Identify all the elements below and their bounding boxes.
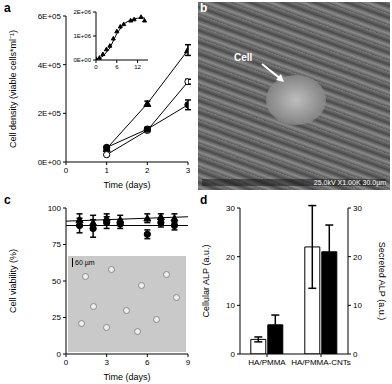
svg-text:6: 6 (145, 358, 150, 367)
svg-text:HA/PMMA: HA/PMMA (248, 358, 286, 367)
svg-text:1E+06: 1E+06 (73, 33, 91, 39)
svg-text:25: 25 (52, 313, 61, 322)
svg-text:2E+05: 2E+05 (38, 109, 62, 118)
html-text:c: c (4, 193, 11, 207)
svg-text:2E+06: 2E+06 (73, 9, 91, 15)
svg-text:30: 30 (353, 204, 362, 213)
html-text:Cell viability (%): Cell viability (%) (7, 249, 18, 313)
svg-text:3: 3 (186, 166, 191, 175)
svg-text:0: 0 (64, 166, 69, 175)
svg-text:2: 2 (145, 166, 150, 175)
svg-text:3: 3 (104, 358, 109, 367)
svg-text:1: 1 (104, 166, 109, 175)
html-text:b: b (200, 1, 208, 15)
svg-text:20: 20 (353, 253, 362, 262)
svg-text:100: 100 (48, 204, 62, 213)
svg-text:6: 6 (115, 64, 119, 70)
svg-text:9: 9 (186, 358, 191, 367)
svg-text:0: 0 (94, 64, 98, 70)
html-text:Cell density (viable cells*ml⁻: Cell density (viable cells*ml⁻¹) (7, 30, 18, 148)
svg-text:0: 0 (64, 358, 69, 367)
svg-text:0: 0 (353, 350, 358, 359)
svg-text:0: 0 (57, 350, 62, 359)
html-text:60 µm: 60 µm (75, 259, 95, 266)
svg-text:0: 0 (231, 350, 236, 359)
svg-text:10: 10 (353, 301, 362, 310)
html-text:d: d (200, 193, 208, 207)
svg-text:20: 20 (226, 253, 235, 262)
svg-text:Time (days): Time (days) (103, 372, 150, 382)
html-text:25.0kV X1.00K 30.0µm: 25.0kV X1.00K 30.0µm (313, 179, 386, 186)
svg-text:Time (days): Time (days) (103, 180, 150, 190)
svg-text:75: 75 (52, 240, 61, 249)
svg-text:50: 50 (52, 277, 61, 286)
svg-text:6E+05: 6E+05 (38, 12, 62, 21)
svg-text:30: 30 (226, 204, 235, 213)
html-text:a: a (4, 1, 11, 15)
html-text:Cell: Cell (234, 52, 253, 63)
svg-text:0E+00: 0E+00 (38, 158, 62, 167)
svg-text:HA/PMMA-CNTs: HA/PMMA-CNTs (291, 358, 351, 367)
svg-text:0E+00: 0E+00 (73, 57, 91, 63)
svg-text:4E+05: 4E+05 (38, 61, 62, 70)
html-text:Cellular ALP (a.u.): Cellular ALP (a.u.) (200, 244, 211, 318)
svg-text:12: 12 (134, 64, 141, 70)
svg-text:10: 10 (226, 301, 235, 310)
html-text:Secreted ALP (a.u.): Secreted ALP (a.u.) (377, 241, 388, 321)
